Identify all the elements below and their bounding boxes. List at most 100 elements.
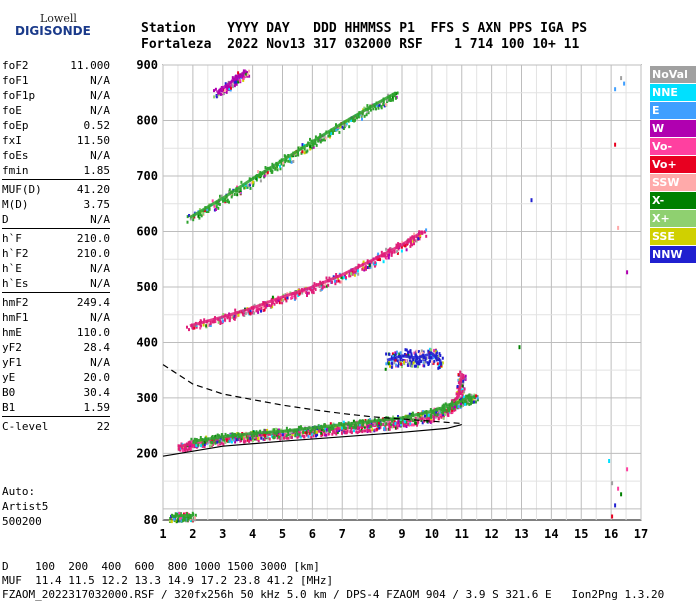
echo-pixel bbox=[413, 242, 415, 246]
echo-pixel bbox=[242, 313, 245, 317]
echo-pixel bbox=[441, 411, 444, 415]
echo-pixel bbox=[186, 519, 189, 523]
echo-pixel bbox=[457, 381, 460, 385]
echo-pixel bbox=[201, 442, 204, 446]
echo-pixel bbox=[395, 243, 398, 247]
echo-pixel bbox=[457, 373, 460, 377]
echo-pixel bbox=[224, 82, 227, 86]
echo-pixel bbox=[334, 282, 337, 286]
echo-pixel bbox=[472, 400, 475, 404]
echo-pixel bbox=[626, 270, 629, 275]
echo-pixel bbox=[457, 378, 460, 382]
echo-pixel bbox=[315, 430, 318, 434]
echo-pixel bbox=[407, 422, 410, 426]
echo-pixel bbox=[341, 125, 344, 129]
echo-pixel bbox=[233, 317, 236, 321]
echo-pixel bbox=[341, 276, 344, 280]
logo-digisonde: DIGISONDE bbox=[15, 24, 91, 38]
echo-pixel bbox=[350, 424, 353, 428]
echo-pixel bbox=[436, 413, 439, 417]
echo-pixel bbox=[186, 512, 188, 516]
echo-pixel bbox=[234, 308, 237, 312]
echo-pixel bbox=[413, 364, 416, 368]
echo-pixel bbox=[373, 262, 375, 266]
echo-pixel bbox=[217, 440, 220, 443]
echo-pixel bbox=[475, 394, 478, 398]
param-name: foF2 bbox=[2, 59, 29, 72]
echo-pixel bbox=[275, 427, 278, 431]
echo-pixel bbox=[206, 208, 209, 212]
echo-pixel bbox=[213, 320, 216, 323]
echo-pixel bbox=[386, 98, 389, 102]
echo-pixel bbox=[250, 311, 253, 315]
echo-pixel bbox=[258, 433, 261, 437]
echo-pixel bbox=[297, 146, 300, 150]
echo-pixel bbox=[430, 356, 433, 360]
echo-pixel bbox=[437, 416, 440, 420]
legend-item: X- bbox=[650, 192, 696, 209]
echo-pixel bbox=[390, 355, 393, 359]
echo-pixel bbox=[303, 147, 306, 151]
echo-pixel bbox=[243, 186, 246, 190]
echo-pixel bbox=[342, 425, 345, 429]
echo-pixel bbox=[236, 193, 239, 197]
echo-pixel bbox=[374, 104, 376, 108]
legend-item: Vo+ bbox=[650, 156, 696, 173]
echo-pixel bbox=[224, 432, 227, 436]
echo-pixel bbox=[274, 166, 277, 170]
echo-pixel bbox=[417, 350, 420, 354]
echo-pixel bbox=[182, 518, 185, 522]
echo-pixel bbox=[231, 432, 234, 436]
echo-pixel bbox=[344, 431, 347, 435]
echo-pixel bbox=[394, 421, 397, 425]
echo-pixel bbox=[328, 276, 331, 280]
echo-pixel bbox=[425, 234, 428, 238]
echo-pixel bbox=[362, 260, 365, 264]
echo-pixel bbox=[383, 104, 386, 108]
echo-pixel bbox=[270, 304, 273, 308]
echo-pixel bbox=[388, 427, 391, 431]
echo-pixel bbox=[414, 359, 417, 363]
echo-pixel bbox=[397, 423, 400, 427]
echo-pixel bbox=[219, 319, 222, 323]
echo-pixel bbox=[413, 238, 416, 242]
echo-pixel bbox=[442, 413, 445, 417]
echo-pixel bbox=[611, 481, 614, 486]
echo-pixel bbox=[215, 95, 218, 99]
echo-pixel bbox=[378, 426, 381, 430]
echo-pixel bbox=[355, 423, 358, 427]
echo-pixel bbox=[323, 433, 326, 437]
echo-pixel bbox=[385, 256, 388, 260]
echo-pixel bbox=[275, 431, 278, 435]
echo-pixel bbox=[280, 162, 283, 166]
echo-pixel bbox=[223, 92, 225, 96]
echo-pixel bbox=[402, 422, 405, 426]
echo-pixel bbox=[263, 308, 266, 312]
echo-pixel bbox=[227, 315, 230, 319]
echo-pixel bbox=[383, 422, 386, 426]
echo-pixel bbox=[430, 412, 433, 416]
echo-pixel bbox=[388, 352, 391, 356]
echo-pixel bbox=[202, 323, 205, 327]
echo-pixel bbox=[393, 425, 396, 429]
echo-pixel bbox=[345, 276, 347, 280]
echo-pixel bbox=[329, 422, 332, 426]
echo-pixel bbox=[217, 202, 220, 206]
echo-pixel bbox=[218, 440, 221, 444]
profile-line-solid bbox=[162, 424, 462, 457]
echo-pixel bbox=[291, 433, 294, 437]
echo-pixel bbox=[233, 84, 236, 88]
echo-pixel bbox=[222, 436, 225, 440]
echo-pixel bbox=[257, 310, 260, 314]
echo-pixel bbox=[209, 324, 212, 327]
echo-pixel bbox=[427, 413, 430, 417]
echo-pixel bbox=[375, 107, 377, 111]
echo-pixel bbox=[333, 279, 336, 283]
x-tick-label: 14 bbox=[544, 527, 558, 541]
echo-pixel bbox=[216, 433, 219, 437]
echo-pixel bbox=[430, 419, 433, 423]
echo-pixel bbox=[348, 125, 351, 129]
echo-pixel bbox=[358, 423, 361, 427]
echo-pixel bbox=[290, 160, 293, 164]
auto-scaling-info: Auto: Artist5 500200 bbox=[2, 484, 48, 529]
